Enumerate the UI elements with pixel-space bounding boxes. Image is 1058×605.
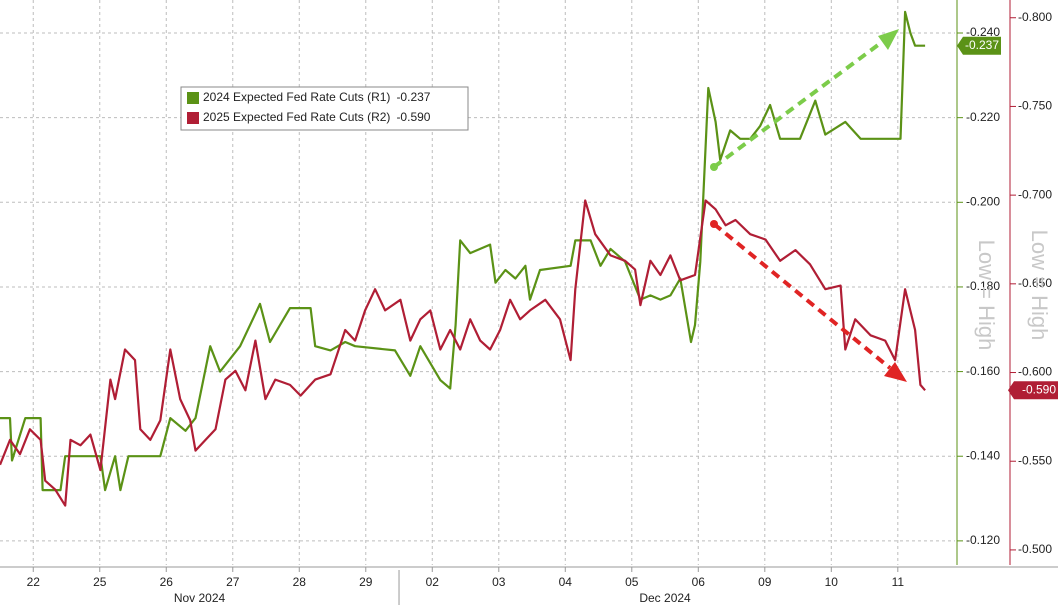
last-value-tag [1008, 381, 1058, 400]
legend-name: 2024 Expected Fed Rate Cuts (R1) [203, 90, 390, 104]
last-value-label: -0.590 [1022, 382, 1056, 396]
x-tick-label: 25 [93, 575, 107, 589]
x-tick-label: 09 [758, 575, 772, 589]
y2-tick-label: -0.500 [1018, 542, 1052, 556]
legend-box [180, 86, 469, 131]
x-tick-label: 03 [492, 575, 506, 589]
x-tick-label: 06 [692, 575, 706, 589]
series-layer [0, 10, 926, 507]
legend-swatch [187, 112, 199, 124]
x-tick-label: 28 [293, 575, 307, 589]
red-arrow-tail [710, 220, 718, 228]
legend-value: -0.237 [396, 90, 430, 104]
x-tick-label: 02 [426, 575, 440, 589]
y-tick-label: -0.140 [966, 448, 1000, 462]
legend: 2024 Expected Fed Rate Cuts (R1) -0.23720… [180, 86, 469, 131]
y-tick-label: -0.120 [966, 533, 1000, 547]
y2-tick-label: -0.650 [1018, 276, 1052, 290]
green-arrow-tail [710, 163, 718, 171]
trend-arrows [710, 29, 907, 382]
green-arrow-shaft [712, 40, 884, 169]
legend-value: -0.590 [396, 110, 430, 124]
y-tick-label: -0.160 [966, 364, 1000, 378]
x-group-label: Nov 2024 [174, 591, 226, 605]
y2-tick-label: -0.550 [1018, 453, 1052, 467]
y2-tick-label: -0.700 [1018, 187, 1052, 201]
y2-tick-label: -0.600 [1018, 365, 1052, 379]
x-tick-label: 11 [892, 575, 905, 589]
green-arrow-head [878, 29, 899, 50]
x-tick-label: 22 [27, 575, 41, 589]
y2-tick-label: -0.750 [1018, 99, 1052, 113]
series-line [0, 10, 926, 492]
red-arrow-head [884, 362, 907, 382]
last-value-label: -0.237 [965, 38, 999, 52]
legend-entry: 2024 Expected Fed Rate Cuts (R1) -0.237 [203, 90, 431, 104]
y-tick-label: -0.240 [966, 25, 1000, 39]
y-axis-title: Low = High [974, 240, 999, 351]
x-tick-label: 29 [359, 575, 373, 589]
y-tick-label: -0.200 [966, 194, 1000, 208]
red-arrow-shaft [712, 222, 892, 370]
x-tick-label: 05 [625, 575, 639, 589]
x-tick-label: 27 [226, 575, 240, 589]
x-tick-label: 04 [559, 575, 573, 589]
legend-entry: 2025 Expected Fed Rate Cuts (R2) -0.590 [203, 110, 431, 124]
series-line [0, 199, 926, 507]
legend-name: 2025 Expected Fed Rate Cuts (R2) [203, 110, 390, 124]
x-group-label: Dec 2024 [639, 591, 691, 605]
y-tick-label: -0.220 [966, 110, 1000, 124]
last-value-tag [957, 36, 1001, 55]
y2-axis-title: Low = High [1027, 230, 1052, 341]
x-tick-label: 10 [825, 575, 839, 589]
y2-tick-label: -0.800 [1018, 10, 1052, 24]
y-tick-label: -0.180 [966, 279, 1000, 293]
x-tick-label: 26 [160, 575, 174, 589]
legend-swatch [187, 92, 199, 104]
